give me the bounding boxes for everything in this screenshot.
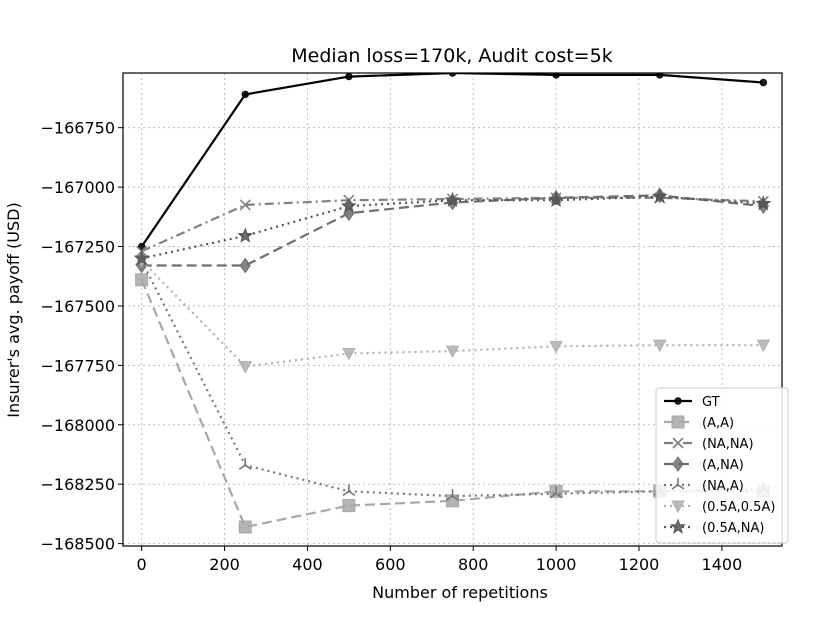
- data-point: [756, 339, 771, 353]
- x-tick-label: 1200: [619, 555, 660, 574]
- legend-entry: (NA,NA): [664, 437, 754, 452]
- y-axis: −166750 −167000 −167250 −167500 −167750 −1680…: [41, 119, 123, 554]
- legend-entry: (0.5A,NA): [664, 518, 764, 536]
- legend-entry: (A,NA): [664, 456, 744, 473]
- legend-label: GT: [702, 395, 720, 410]
- legend-label: (A,A): [702, 416, 734, 431]
- data-point: [239, 199, 251, 211]
- data-point: [340, 197, 357, 213]
- data-point: [342, 347, 356, 361]
- data-point: [238, 361, 253, 374]
- grid-lines: [123, 73, 782, 546]
- x-tick-label: 600: [375, 555, 406, 574]
- data-point: [135, 273, 149, 287]
- data-point: [755, 195, 772, 211]
- x-tick-label: 200: [209, 555, 240, 574]
- y-tick-label: −168000: [41, 416, 115, 435]
- data-point: [342, 484, 356, 496]
- y-tick-label: −166750: [41, 119, 115, 138]
- x-tick-label: 1400: [702, 555, 743, 574]
- data-point: [548, 191, 565, 207]
- legend-entry: (0.5A,0.5A): [664, 500, 775, 515]
- data-point: [652, 339, 667, 353]
- data-point: [239, 257, 251, 274]
- x-tick-label: 1000: [536, 555, 577, 574]
- data-point: [444, 191, 461, 207]
- y-tick-label: −168250: [41, 475, 115, 494]
- y-tick-label: −167500: [41, 297, 115, 316]
- data-point: [238, 458, 252, 470]
- y-tick-label: −167750: [41, 356, 115, 375]
- legend-label: (A,NA): [702, 458, 744, 473]
- legend-label: (0.5A,0.5A): [702, 500, 775, 515]
- y-axis-label: Insurer's avg. payoff (USD): [4, 202, 23, 417]
- data-point: [238, 520, 252, 534]
- legend-label: (NA,A): [702, 479, 744, 494]
- legend: GT (A,A) (NA,NA) (A,NA) (NA,A) (0.5A,0.5A) (0.…: [655, 387, 789, 544]
- data-point: [241, 90, 249, 99]
- data-point: [137, 242, 146, 251]
- legend-box: [655, 387, 789, 544]
- data-point: [759, 78, 768, 87]
- data-point: [445, 345, 460, 359]
- legend-marker: [671, 478, 685, 490]
- data-point: [342, 499, 356, 513]
- chart-title: Median loss=170k, Audit cost=5k: [291, 45, 612, 67]
- x-axis-label: Number of repetitions: [372, 583, 548, 602]
- series-7: [133, 188, 772, 266]
- x-tick-label: 400: [292, 555, 323, 574]
- legend-label: (NA,NA): [702, 437, 754, 452]
- data-point: [656, 73, 664, 79]
- x-tick-label: 0: [137, 555, 147, 574]
- y-tick-label: −168500: [41, 535, 115, 554]
- y-tick-label: −167000: [41, 178, 115, 197]
- x-axis: 0 200 400 600 800 1000 1200 1400: [137, 546, 743, 574]
- y-tick-label: −167250: [41, 238, 115, 257]
- data-point: [345, 73, 353, 81]
- x-tick-label: 800: [458, 555, 489, 574]
- data-point: [446, 489, 459, 501]
- plot-frame: [122, 72, 783, 547]
- legend-marker: [671, 500, 685, 514]
- data-point: [552, 73, 560, 79]
- series-1: [137, 73, 768, 251]
- series-layer: [133, 73, 772, 534]
- data-point: [549, 340, 563, 354]
- legend-marker: [672, 456, 684, 472]
- legend-marker: [674, 397, 682, 405]
- legend-entry: (A,A): [664, 415, 734, 431]
- legend-marker: [672, 437, 684, 449]
- data-point: [237, 227, 254, 243]
- legend-marker: [669, 518, 687, 534]
- legend-label: (0.5A,NA): [702, 521, 764, 536]
- data-point: [133, 249, 150, 266]
- data-point: [651, 188, 668, 204]
- legend-entry: GT: [664, 395, 720, 410]
- data-point: [549, 486, 563, 499]
- legend-entry: (NA,A): [664, 478, 744, 494]
- legend-marker: [671, 415, 685, 429]
